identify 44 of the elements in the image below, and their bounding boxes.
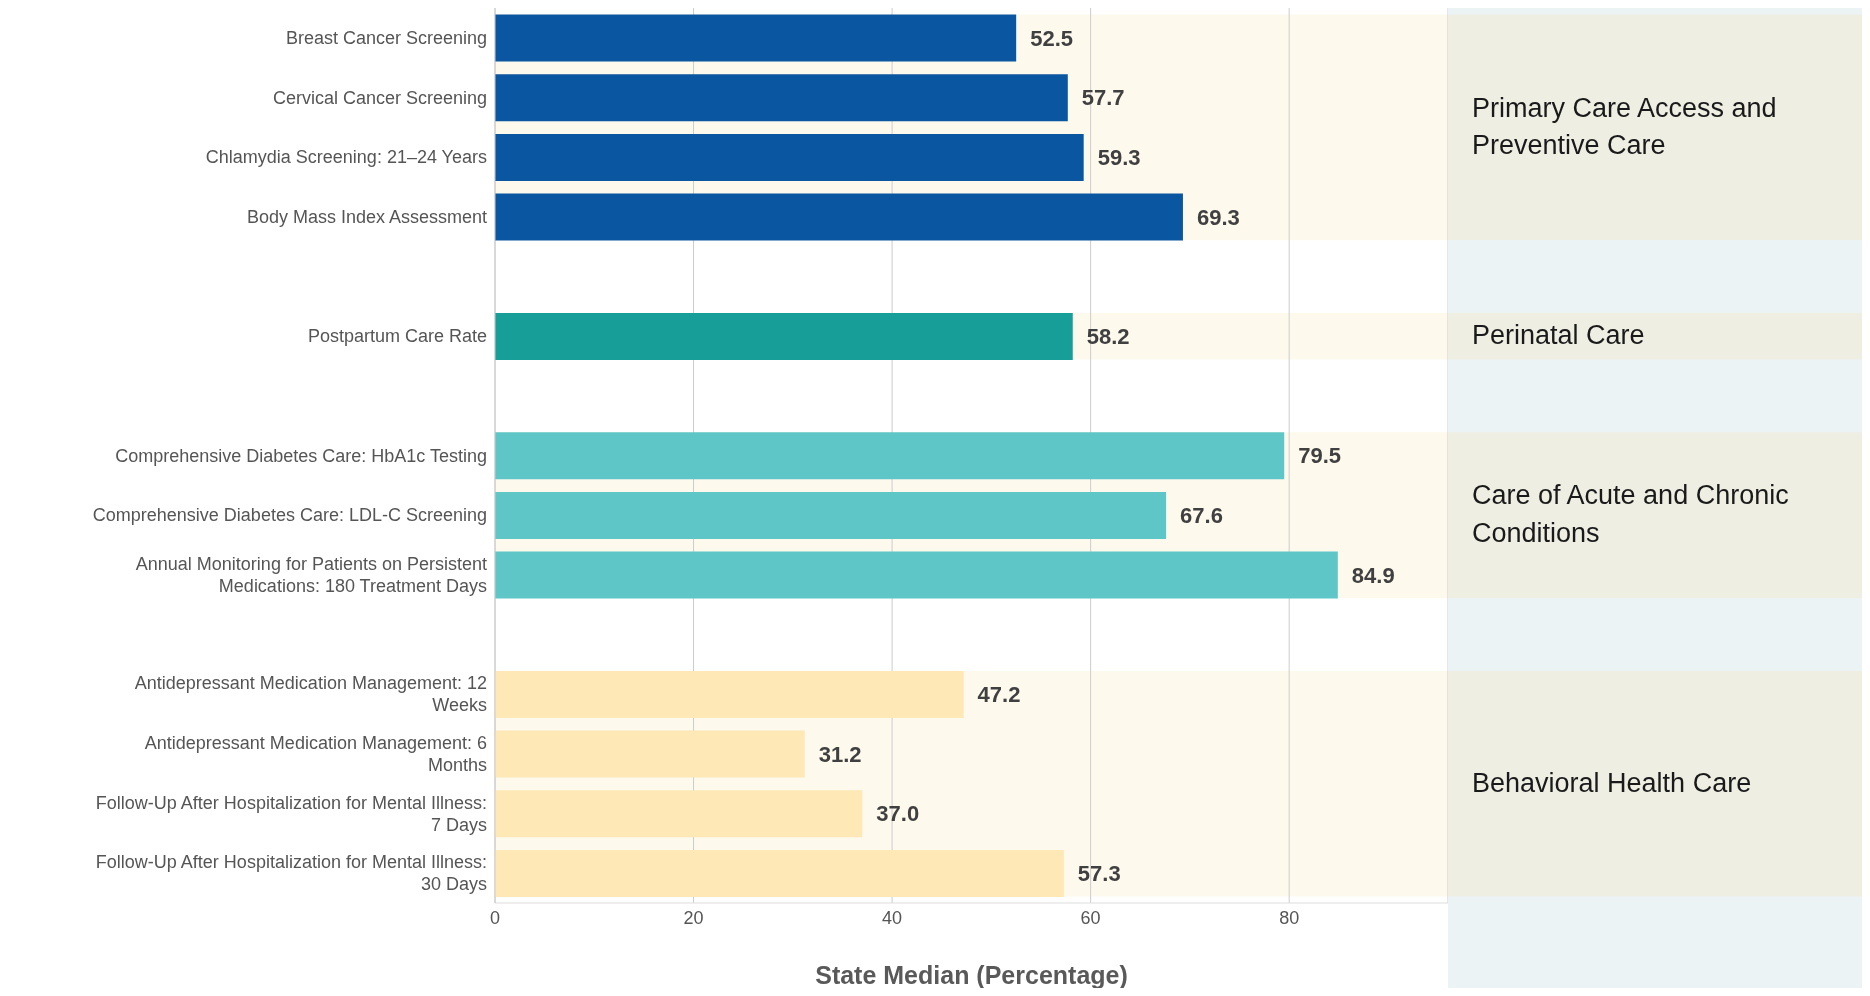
y-tick-label: Antidepressant Medication Management: 6 Months — [144, 732, 487, 775]
data-label: 59.3 — [1097, 144, 1141, 170]
bar — [495, 849, 1064, 897]
x-tick-label: 80 — [1279, 907, 1300, 928]
data-label: 84.9 — [1351, 562, 1395, 588]
bar — [495, 193, 1183, 241]
band-label: Primary Care Access and Preventive Care — [1472, 91, 1778, 163]
band-label: Perinatal Care — [1472, 319, 1646, 353]
band-label: Care of Acute and Chronic Conditions — [1472, 479, 1790, 551]
y-tick-label: Comprehensive Diabetes Care: LDL-C Screening — [92, 505, 487, 526]
y-tick-label: Breast Cancer Screening — [285, 27, 487, 48]
data-label: 31.2 — [818, 741, 862, 767]
bar — [495, 730, 805, 778]
y-tick-label: Follow-Up After Hospitalization for Mental Illness: 7 Days — [95, 792, 487, 835]
bar — [495, 133, 1084, 181]
data-label: 58.2 — [1086, 323, 1130, 349]
x-tick-label: 40 — [882, 907, 903, 928]
y-tick-label: Follow-Up After Hospitalization for Mental Illness: 30 Days — [95, 852, 487, 895]
bar — [495, 790, 863, 838]
bar — [495, 670, 964, 718]
bar — [495, 14, 1017, 62]
data-label: 37.0 — [876, 801, 920, 827]
data-label: 57.3 — [1077, 860, 1121, 886]
band-label: Behavioral Health Care — [1472, 766, 1753, 800]
y-tick-label: Chlamydia Screening: 21–24 Years — [205, 147, 487, 168]
bar — [495, 491, 1167, 539]
y-tick-label: Annual Monitoring for Patients on Persistent Medications: 180 Treatment Days — [135, 553, 487, 596]
y-tick-label: Body Mass Index Assessment — [246, 206, 487, 227]
data-label: 69.3 — [1196, 204, 1240, 230]
x-tick-label: 20 — [683, 907, 704, 928]
bar — [495, 551, 1338, 599]
data-label: 57.7 — [1081, 85, 1125, 111]
y-tick-label: Antidepressant Medication Management: 12 Weeks — [134, 673, 487, 716]
x-tick-label: 60 — [1080, 907, 1101, 928]
y-tick-label: Postpartum Care Rate — [307, 326, 487, 347]
bar — [495, 432, 1285, 480]
data-label: 79.5 — [1298, 443, 1342, 469]
data-label: 47.2 — [977, 681, 1021, 707]
x-tick-label: 0 — [489, 907, 501, 928]
data-label: 67.6 — [1180, 502, 1223, 528]
y-tick-label: Cervical Cancer Screening — [272, 87, 487, 108]
bar — [495, 74, 1068, 122]
y-tick-label: Comprehensive Diabetes Care: HbA1c Testing — [115, 445, 487, 466]
data-label: 52.5 — [1030, 25, 1073, 51]
